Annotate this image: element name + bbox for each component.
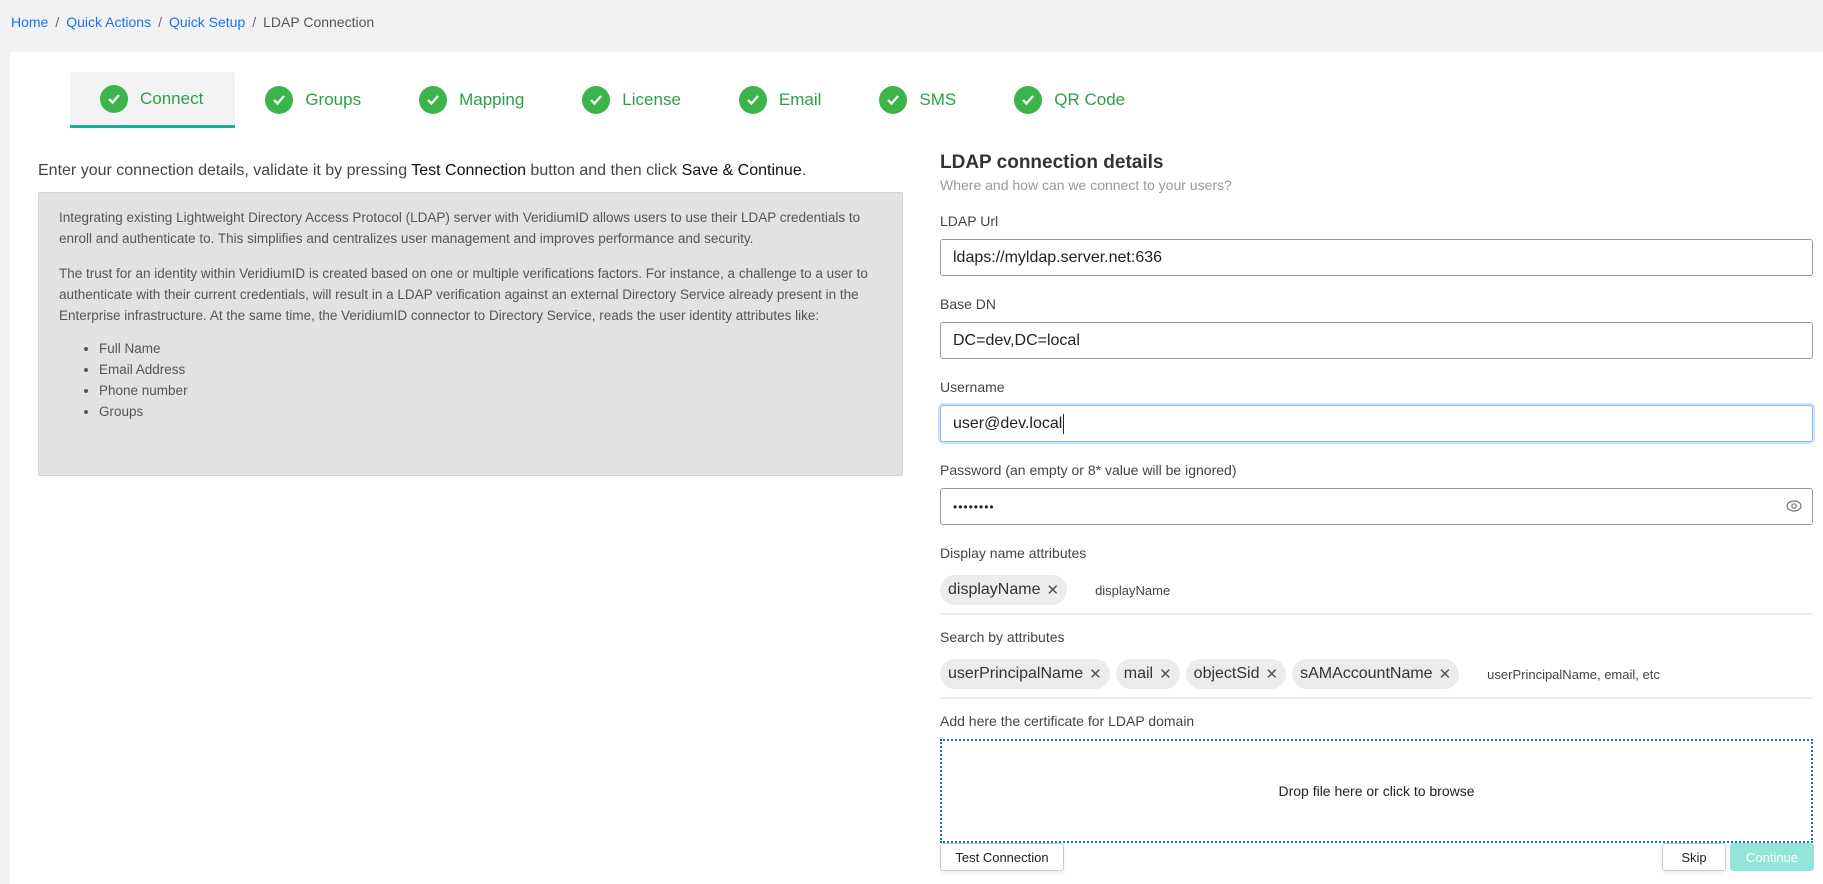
tab-label: Groups [305, 90, 362, 109]
cert-label: Add here the certificate for LDAP domain [940, 713, 1195, 729]
list-item: Groups [99, 401, 882, 422]
tab-label: License [622, 90, 681, 109]
tab-qr-code[interactable]: QR Code [984, 72, 1153, 128]
tab-label: SMS [919, 90, 957, 109]
skip-button[interactable]: Skip [1662, 843, 1726, 871]
close-icon[interactable]: ✕ [1438, 666, 1452, 683]
intro-text: Enter your connection details, validate … [38, 162, 807, 179]
check-circle-icon [879, 86, 908, 114]
breadcrumb-home[interactable]: Home [11, 14, 49, 30]
tab-sms[interactable]: SMS [849, 72, 984, 128]
certificate-dropzone[interactable]: Drop file here or click to browse [940, 739, 1813, 843]
check-circle-icon [738, 86, 767, 114]
chip: displayName ✕ [940, 575, 1068, 605]
tab-license[interactable]: License [552, 72, 709, 128]
check-circle-icon [1014, 86, 1043, 114]
list-item: Phone number [99, 380, 882, 401]
attribute-list: Full Name Email Address Phone number Gro… [99, 338, 882, 422]
main-panel: Connect Groups Mapping License Email SMS QR Co… [10, 52, 1823, 884]
form-title: LDAP connection details [940, 152, 1164, 173]
test-connection-button[interactable]: Test Connection [940, 843, 1064, 871]
ldap-url-input[interactable]: ldaps://myldap.server.net:636 [940, 239, 1813, 276]
tab-groups[interactable]: Groups [235, 72, 389, 128]
close-icon[interactable]: ✕ [1265, 666, 1279, 683]
chip: objectSid ✕ [1185, 659, 1287, 689]
eye-icon[interactable] [1786, 499, 1802, 518]
info-paragraph: The trust for an identity within Veridiu… [59, 266, 868, 323]
tab-label: Email [778, 90, 822, 109]
tab-label: Mapping [459, 90, 525, 109]
wizard-tabs: Connect Groups Mapping License Email SMS QR Co… [70, 72, 1153, 128]
tab-label: QR Code [1054, 90, 1126, 109]
search-attrs-placeholder[interactable]: userPrincipalName, email, etc [1487, 666, 1660, 682]
display-attrs-placeholder[interactable]: displayName [1095, 582, 1171, 598]
password-label: Password (an empty or 8* value will be i… [940, 462, 1237, 478]
search-attrs-label: Search by attributes [940, 629, 1065, 645]
ldap-form: LDAP connection details Where and how ca… [940, 152, 1813, 843]
check-circle-icon [265, 86, 294, 114]
username-input[interactable]: user@dev.local [940, 405, 1813, 442]
display-attrs-label: Display name attributes [940, 545, 1087, 561]
breadcrumb: Home / Quick Actions / Quick Setup / LDAP Conn… [11, 14, 375, 30]
tab-mapping[interactable]: Mapping [389, 72, 552, 128]
chip: sAMAccountName ✕ [1292, 659, 1460, 689]
display-attrs-input[interactable]: displayName ✕ displayName [940, 571, 1813, 615]
tab-connect[interactable]: Connect [70, 72, 236, 128]
chip: mail ✕ [1115, 659, 1180, 689]
check-circle-icon [582, 86, 611, 114]
search-attrs-input[interactable]: userPrincipalName ✕ mail ✕ objectSid ✕ sAMA… [940, 655, 1813, 699]
tab-email[interactable]: Email [709, 72, 850, 128]
continue-button[interactable]: Continue [1730, 843, 1814, 871]
check-circle-icon [100, 84, 128, 113]
base-dn-input[interactable]: DC=dev,DC=local [940, 322, 1813, 359]
close-icon[interactable]: ✕ [1159, 666, 1172, 683]
info-box: Integrating existing Lightweight Directo… [38, 192, 903, 476]
breadcrumb-quick-setup[interactable]: Quick Setup [168, 14, 246, 30]
url-label: LDAP Url [940, 213, 999, 229]
check-circle-icon [419, 86, 448, 114]
basedn-label: Base DN [940, 296, 997, 312]
breadcrumb-current: LDAP Connection [263, 14, 375, 30]
close-icon[interactable]: ✕ [1089, 666, 1102, 683]
form-subtitle: Where and how can we connect to your use… [940, 177, 1232, 193]
chip: userPrincipalName ✕ [940, 659, 1110, 689]
close-icon[interactable]: ✕ [1046, 582, 1060, 599]
list-item: Full Name [99, 338, 882, 359]
username-label: Username [940, 379, 1005, 395]
password-input[interactable]: •••••••• [940, 488, 1813, 525]
info-paragraph: Integrating existing Lightweight Directo… [59, 210, 861, 246]
list-item: Email Address [99, 359, 882, 380]
tab-label: Connect [140, 88, 204, 108]
breadcrumb-quick-actions[interactable]: Quick Actions [66, 14, 152, 30]
